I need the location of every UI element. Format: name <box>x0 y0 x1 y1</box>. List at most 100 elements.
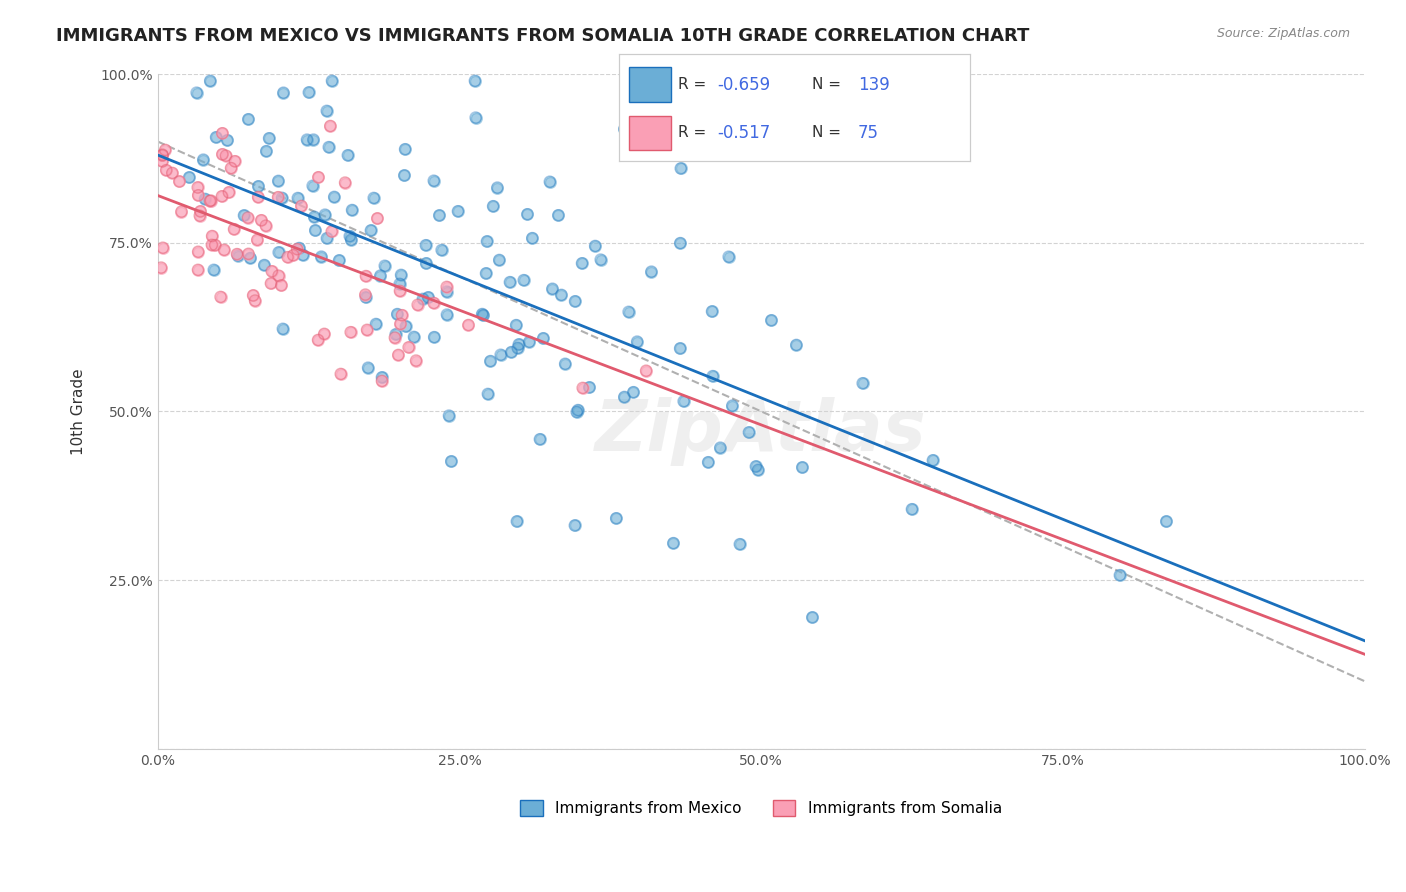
Point <box>517 334 540 349</box>
Point <box>489 348 512 362</box>
Point <box>508 337 530 351</box>
Point <box>239 251 262 265</box>
Point <box>395 319 418 334</box>
Point <box>371 370 394 384</box>
Point <box>307 170 329 185</box>
Point <box>273 86 295 100</box>
Point <box>336 148 359 162</box>
Point <box>253 258 276 272</box>
Point <box>792 460 814 475</box>
Point <box>204 238 226 252</box>
Point <box>364 317 387 331</box>
Point <box>169 174 191 188</box>
Point <box>315 231 337 245</box>
Point <box>801 610 824 624</box>
Point <box>287 191 309 205</box>
Point <box>489 348 512 362</box>
Point <box>405 353 427 368</box>
Point <box>423 330 446 344</box>
Point <box>205 130 228 145</box>
Point <box>209 290 232 304</box>
Point <box>150 154 173 169</box>
Point <box>761 313 783 327</box>
Point <box>254 219 277 233</box>
Point <box>329 367 352 381</box>
Y-axis label: 10th Grade: 10th Grade <box>72 368 86 455</box>
Text: 139: 139 <box>858 76 890 94</box>
Point <box>475 235 498 249</box>
Point <box>412 292 434 306</box>
Point <box>329 367 352 381</box>
Point <box>1156 515 1178 529</box>
Point <box>243 293 266 308</box>
Point <box>187 244 209 259</box>
Point <box>482 199 505 213</box>
Point <box>150 260 173 275</box>
Point <box>321 74 343 88</box>
Point <box>479 354 502 368</box>
Point <box>250 213 273 227</box>
Point <box>321 74 343 88</box>
Point <box>721 399 744 413</box>
Point <box>437 409 460 423</box>
Point <box>901 502 924 516</box>
Point <box>212 243 235 257</box>
Point <box>406 298 429 312</box>
Point <box>287 191 309 205</box>
Point <box>202 262 225 277</box>
Text: IMMIGRANTS FROM MEXICO VS IMMIGRANTS FROM SOMALIA 10TH GRADE CORRELATION CHART: IMMIGRANTS FROM MEXICO VS IMMIGRANTS FRO… <box>56 27 1029 45</box>
Point <box>531 331 554 345</box>
Point <box>571 381 593 395</box>
Point <box>188 209 211 223</box>
Point <box>354 287 377 301</box>
Point <box>554 357 576 371</box>
Text: 75: 75 <box>858 124 879 142</box>
Point <box>267 268 290 283</box>
Point <box>640 264 662 278</box>
Text: R =: R = <box>678 125 711 140</box>
Point <box>583 239 606 253</box>
Point <box>186 86 208 100</box>
Point <box>394 169 416 183</box>
Point <box>187 188 209 202</box>
Point <box>198 194 221 208</box>
Point <box>506 341 529 355</box>
Point <box>153 143 176 157</box>
Point <box>398 340 420 354</box>
Point <box>226 248 249 262</box>
Point <box>226 248 249 262</box>
Point <box>389 268 412 282</box>
Point <box>672 394 695 409</box>
Point <box>422 296 444 310</box>
Point <box>436 285 458 299</box>
Point <box>464 111 486 125</box>
Point <box>260 277 283 291</box>
Point <box>298 86 321 100</box>
Point <box>589 252 612 267</box>
Point <box>321 224 343 238</box>
Point <box>700 304 723 318</box>
Point <box>295 132 318 146</box>
Point <box>389 317 412 331</box>
Point <box>387 307 409 321</box>
Point <box>1108 568 1130 582</box>
Point <box>273 86 295 100</box>
Point <box>152 241 174 255</box>
Point <box>1156 515 1178 529</box>
Point <box>436 280 458 294</box>
Point <box>254 219 277 233</box>
Point <box>479 354 502 368</box>
Point <box>436 285 458 299</box>
Point <box>242 288 264 302</box>
Point <box>340 202 363 217</box>
Point <box>340 233 363 247</box>
Point <box>529 432 551 446</box>
Point <box>636 364 658 378</box>
Point <box>761 313 783 327</box>
Point <box>437 409 460 423</box>
Point <box>486 180 509 194</box>
Point <box>226 247 249 261</box>
Point <box>564 518 586 533</box>
Point <box>488 252 510 267</box>
Point <box>394 142 416 156</box>
